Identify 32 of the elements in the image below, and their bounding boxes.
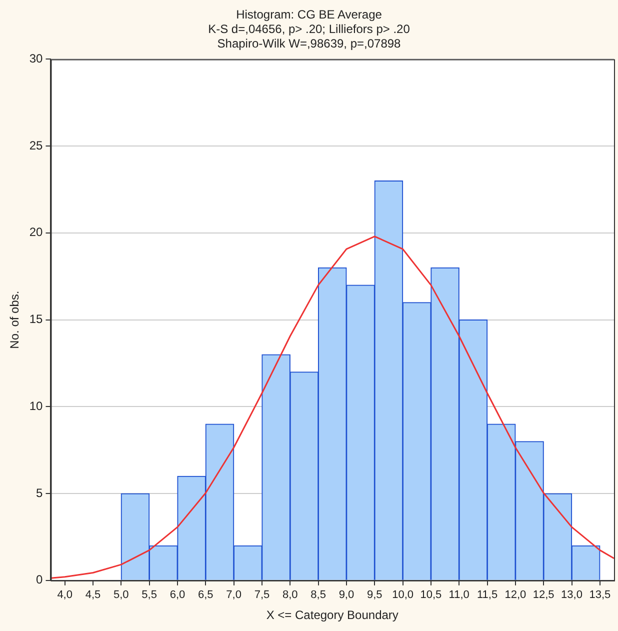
x-tick-label: 13,0	[561, 589, 582, 602]
x-tick-label: 12,5	[532, 589, 554, 602]
x-tick-label: 7,0	[226, 589, 242, 602]
y-tick-label: 20	[29, 225, 44, 240]
x-tick-label: 5,0	[114, 589, 129, 602]
text: Shapiro-Wilk W=,98639, p=,07898	[217, 36, 402, 50]
x-tick-label: 11,0	[448, 589, 470, 602]
x-tick-label: 6,5	[198, 589, 214, 602]
x-tick-label: 13,5	[589, 589, 611, 602]
x-tick-label: 10,5	[420, 589, 442, 602]
x-tick-label: 8,5	[310, 589, 326, 602]
x-tick-label: 11,5	[476, 589, 498, 602]
y-tick-label: 15	[29, 312, 44, 326]
y-tick-label: 0	[36, 572, 44, 587]
x-axis-title: X <= Category Boundary	[266, 608, 398, 622]
x-tick-label: 6,0	[170, 589, 186, 602]
x-tick-label: 7,5	[254, 589, 270, 602]
y-tick-label: 10	[29, 398, 44, 413]
x-tick-label: 12,0	[504, 589, 526, 602]
chart-subtitle: K-S d=,04656, p> .20; Lilliefors p> .20	[208, 22, 410, 36]
x-tick-label: 10,0	[392, 589, 414, 602]
x-tick-label: 4,0	[57, 589, 72, 602]
y-tick-label: 5	[36, 486, 44, 500]
x-tick-label: 4,5	[85, 589, 101, 602]
y-axis-title: No. of obs.	[8, 290, 22, 349]
x-tick-label: 9,0	[338, 589, 354, 602]
x-tick-label: 9,5	[366, 589, 382, 602]
x-tick-label: 5,5	[142, 589, 157, 602]
y-tick-label: 25	[29, 138, 44, 152]
x-tick-label: 8,0	[282, 589, 298, 602]
y-tick-label: 30	[29, 52, 44, 66]
chart-title: Histogram: CG BE Average	[236, 8, 382, 22]
